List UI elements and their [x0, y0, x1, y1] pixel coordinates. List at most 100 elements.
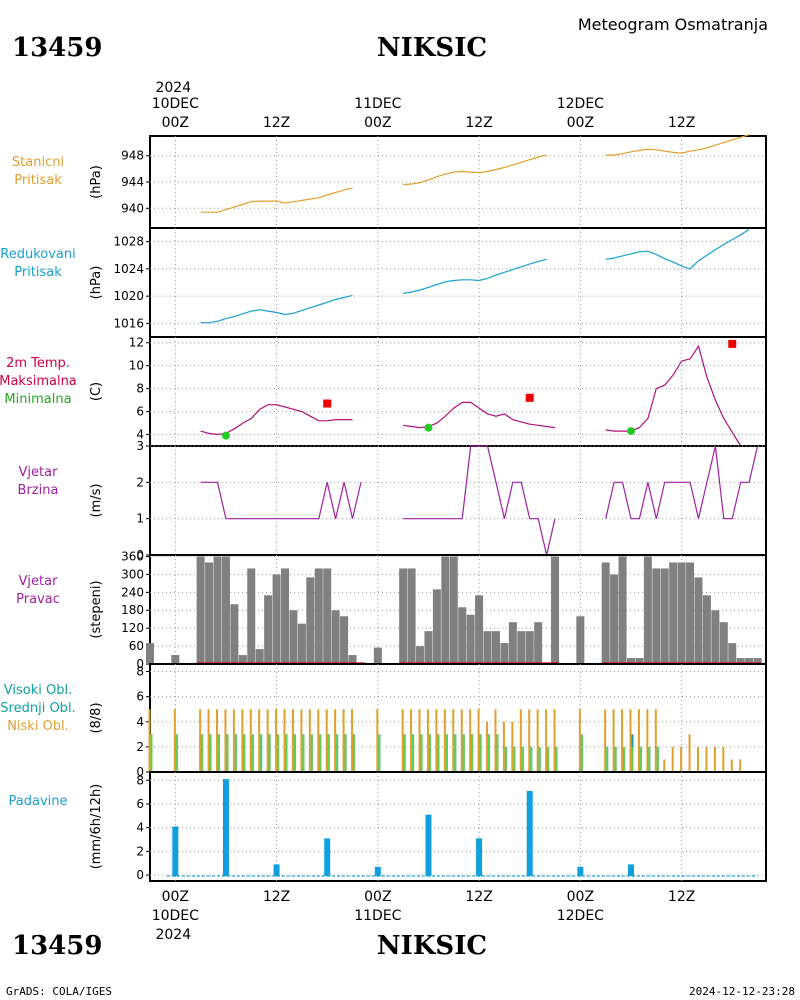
panel-label: Visoki Obl. [4, 683, 72, 698]
y-tick-label: 4 [136, 715, 144, 729]
cloud-bar [401, 709, 404, 772]
panel-frame [149, 445, 767, 556]
cloud-bar [528, 709, 531, 772]
data-bar [525, 631, 534, 664]
axis-hour-top: 12Z [263, 115, 290, 131]
cloud-bar [614, 746, 617, 772]
cloud-bar [739, 759, 742, 772]
max-temp-marker [323, 399, 332, 408]
cloud-bar [277, 734, 280, 772]
cloud-bar [224, 709, 227, 772]
cloud-bar [207, 709, 210, 772]
cloud-bar [639, 746, 642, 772]
panel-label: 2m Temp. [6, 356, 70, 371]
y-tick-label: 240 [121, 585, 144, 599]
cloud-bar [696, 746, 699, 772]
station-name-top: NIKSIC [377, 33, 487, 63]
cloud-bar [336, 734, 339, 772]
cloud-bar [319, 734, 322, 772]
cloud-bar [251, 734, 254, 772]
y-tick-label: 1028 [113, 235, 144, 249]
y-tick-label: 4 [136, 428, 144, 442]
axis-hour-bottom: 12Z [668, 889, 695, 905]
panel-label: Niski Obl. [7, 719, 69, 734]
data-bar [534, 622, 543, 664]
data-bar [238, 655, 247, 664]
cloud-bar [578, 709, 581, 772]
data-bar [669, 562, 678, 664]
cloud-bar [403, 734, 406, 772]
cloud-bar [671, 746, 674, 772]
station-id-top: 13459 [12, 33, 102, 63]
cloud-bar [378, 734, 381, 772]
y-tick-label: 0 [136, 657, 144, 671]
cloud-bar [513, 746, 516, 772]
panel-label: Vjetar [19, 574, 59, 589]
data-bar [323, 568, 332, 664]
y-tick-label: 10 [129, 359, 144, 373]
cloud-bar [275, 709, 278, 772]
data-bar [399, 568, 408, 664]
min-temp-marker [424, 423, 433, 432]
y-tick-label: 60 [129, 639, 144, 653]
panel-label: Pravac [16, 592, 60, 607]
data-bar [247, 568, 256, 664]
y-tick-label: 4 [136, 821, 144, 835]
data-bar [702, 595, 711, 664]
y-tick-label: 8 [136, 773, 144, 787]
panel-label: Srednji Obl. [0, 701, 75, 716]
data-bar [576, 616, 585, 664]
data-bar [458, 607, 467, 664]
series-line [403, 445, 556, 556]
cloud-bar [654, 709, 657, 772]
cloud-bar [606, 746, 609, 772]
cloud-bar [488, 734, 491, 772]
y-tick-label: 2 [136, 844, 144, 858]
axis-date-bottom: 12DEC [557, 908, 604, 924]
cloud-bar [496, 734, 499, 772]
data-bar [416, 646, 425, 664]
y-tick-label: 0 [136, 765, 144, 779]
panel-frame [149, 336, 767, 447]
cloud-bar [530, 746, 533, 772]
cloud-bar [325, 709, 328, 772]
cloud-bar [469, 709, 472, 772]
cloud-bar [538, 746, 541, 772]
cloud-bar [226, 734, 229, 772]
data-bar [407, 568, 416, 664]
data-bar [273, 864, 280, 877]
axis-date-bottom: 10DEC [152, 908, 199, 924]
data-bar [424, 631, 433, 664]
cloud-bar [300, 709, 303, 772]
data-bar [643, 556, 652, 664]
axis-hour-top: 00Z [162, 115, 189, 131]
cloud-bar [656, 746, 659, 772]
y-tick-label: 2 [136, 740, 144, 754]
y-tick-label: 1 [136, 512, 144, 526]
y-tick-label: 1020 [113, 289, 144, 303]
data-bar [491, 631, 500, 664]
cloud-bar [479, 734, 482, 772]
data-bar [348, 655, 357, 664]
y-tick-label: 6 [136, 690, 144, 704]
data-bar [500, 643, 509, 664]
panel-wind_speed: 0 1 2 3 (m/s) Vjetar Brzina [18, 439, 767, 562]
cloud-bar [445, 734, 448, 772]
cloud-bar [150, 734, 153, 772]
data-bar [324, 838, 331, 877]
data-bar [340, 616, 349, 664]
data-bar [272, 574, 281, 664]
y-unit-label: (C) [89, 382, 104, 401]
data-bar [374, 866, 381, 877]
y-tick-label: 2 [136, 475, 144, 489]
bottom-time-axis-labels: 00Z 10DEC 12Z 00Z 11DEC 12Z 00Z 12DEC 12Z 2024 [152, 889, 696, 943]
y-tick-label: 940 [121, 201, 144, 215]
y-unit-label: (8/8) [89, 702, 104, 733]
cloud-bar [471, 734, 474, 772]
data-bar [610, 574, 619, 664]
series-line [605, 445, 759, 520]
y-tick-label: 8 [136, 665, 144, 679]
y-tick-label: 0 [136, 868, 144, 882]
cloud-bar [494, 709, 497, 772]
data-bar [172, 826, 179, 877]
